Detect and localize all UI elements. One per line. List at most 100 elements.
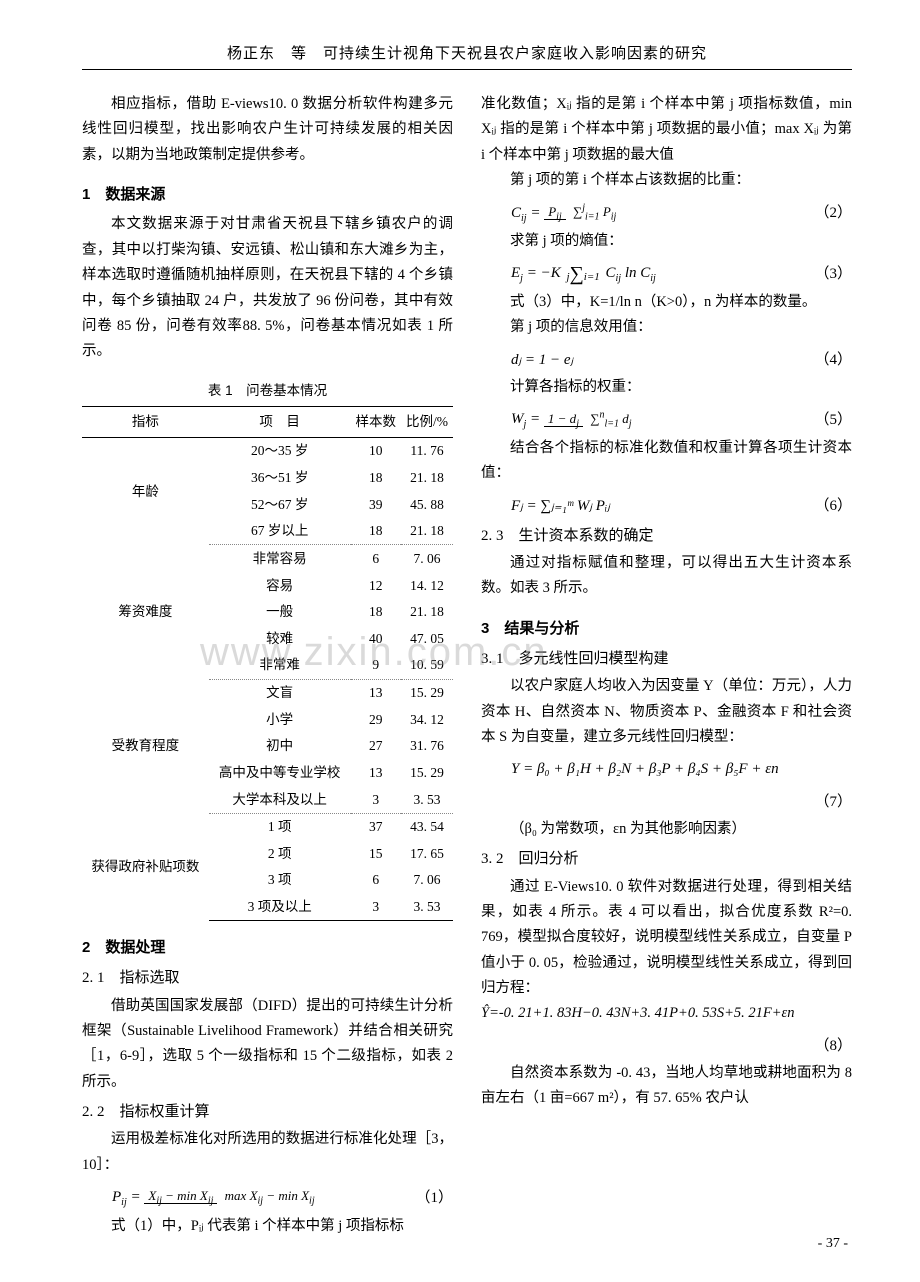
table1-cell: 18 (351, 465, 401, 492)
section-2-title: 2 数据处理 (82, 935, 453, 961)
section-2-1-title: 2. 1 指标选取 (82, 965, 453, 991)
table1-cell: 18 (351, 599, 401, 626)
table1-cell: 27 (351, 733, 401, 760)
table1-col0: 指标 (82, 407, 209, 438)
equation-6-number: （6） (814, 493, 852, 519)
equation-4: dⱼ = 1 − eⱼ （4） (481, 347, 852, 373)
table1-caption: 表 1 问卷基本情况 (82, 379, 453, 403)
table1-cell: 15 (351, 840, 401, 867)
table1-cell: 大学本科及以上 (209, 786, 351, 813)
table1: 指标 项 目 样本数 比例/% 年龄20～35 岁1011. 76 36～51 岁… (82, 406, 453, 921)
section-1-body: 本文数据来源于对甘肃省天祝县下辖乡镇农户的调查，其中以打柴沟镇、安远镇、松山镇和… (82, 212, 453, 364)
equation-6: Fⱼ = ∑ⱼ₌₁ᵐ Wⱼ Pᵢⱼ （6） (481, 493, 852, 519)
table1-cell: 6 (351, 867, 401, 894)
table1-cell: 3 (351, 786, 401, 813)
table1-cell: 29 (351, 706, 401, 733)
right-continuation-1: 准化数值；Xᵢⱼ 指的是第 i 个样本中第 j 项指标数值，min Xᵢⱼ 指的… (481, 92, 852, 168)
table1-cell: 3. 53 (401, 786, 453, 813)
section-2-3-body: 通过对指标赋值和整理，可以得出五大生计资本系数。如表 3 所示。 (481, 551, 852, 602)
table1-cell: 21. 18 (401, 599, 453, 626)
table1-cell: 3 项 (209, 867, 351, 894)
equation-2: Cij = Pij ∑ji=1 Pij （2） (481, 200, 852, 228)
table1-cell: 34. 12 (401, 706, 453, 733)
section-2-1-body: 借助英国国家发展部（DIFD）提出的可持续生计分析框架（Sustainable … (82, 994, 453, 1096)
table1-cell: 15. 29 (401, 679, 453, 706)
table1-cell: 6 (351, 545, 401, 572)
intro-paragraph: 相应指标，借助 E-views10. 0 数据分析软件构建多元线性回归模型，找出… (82, 92, 453, 168)
table1-cell: 容易 (209, 572, 351, 599)
table1-cell: 7. 06 (401, 867, 453, 894)
table1-cell: 37 (351, 813, 401, 840)
table1-cell: 47. 05 (401, 625, 453, 652)
table1-cell: 一般 (209, 599, 351, 626)
section-2-3-title: 2. 3 生计资本系数的确定 (481, 523, 852, 549)
equation-4-number: （4） (814, 347, 852, 373)
equation-2-number: （2） (814, 200, 852, 226)
table1-cell: 3. 53 (401, 894, 453, 921)
entropy-label: 求第 j 项的熵值： (481, 229, 852, 254)
table1-group-label: 受教育程度 (82, 679, 209, 813)
table1-cell: 14. 12 (401, 572, 453, 599)
equation-3-number: （3） (814, 261, 852, 287)
equation-1-desc: 式（1）中，Pᵢⱼ 代表第 i 个样本中第 j 项指标标 (82, 1214, 453, 1239)
table1-group-label: 筹资难度 (82, 545, 209, 679)
table1-col3: 比例/% (401, 407, 453, 438)
table1-cell: 12 (351, 572, 401, 599)
table1-cell: 20～35 岁 (209, 437, 351, 464)
table1-cell: 非常容易 (209, 545, 351, 572)
table1-cell: 非常难 (209, 652, 351, 679)
combine-label: 结合各个指标的标准化数值和权重计算各项生计资本值： (481, 436, 852, 487)
table1-cell: 36～51 岁 (209, 465, 351, 492)
section-3-2-body: 通过 E-Views10. 0 软件对数据进行处理，得到相关结果，如表 4 所示… (481, 875, 852, 1002)
table1-cell: 45. 88 (401, 491, 453, 518)
equation-3: Ej = −K j∑i=1 Cij ln Cij （3） (481, 260, 852, 288)
table1-cell: 7. 06 (401, 545, 453, 572)
equation-3-desc: 式（3）中，K=1/ln n（K>0），n 为样本的数量。 (481, 290, 852, 315)
table1-cell: 15. 29 (401, 759, 453, 786)
equation-8: Ŷ=-0. 21+1. 83H−0. 43N+3. 41P+0. 53S+5. … (481, 1001, 852, 1026)
table1-cell: 高中及中等专业学校 (209, 759, 351, 786)
table1-group-label: 年龄 (82, 437, 209, 545)
info-label: 第 j 项的信息效用值： (481, 315, 852, 340)
section-1-title: 1 数据来源 (82, 182, 453, 208)
table1-cell: 18 (351, 518, 401, 545)
equation-7-note: （β₀ 为常数项，εn 为其他影响因素） (481, 817, 852, 842)
table1-cell: 文盲 (209, 679, 351, 706)
table1-cell: 67 岁以上 (209, 518, 351, 545)
table1-cell: 21. 18 (401, 518, 453, 545)
equation-1-number: （1） (415, 1185, 453, 1211)
table1-cell: 小学 (209, 706, 351, 733)
equation-8-num-row: （8） (481, 1033, 852, 1059)
table1-cell: 初中 (209, 733, 351, 760)
section-3-1-title: 3. 1 多元线性回归模型构建 (481, 646, 852, 672)
table1-cell: 较难 (209, 625, 351, 652)
table1-col1: 项 目 (209, 407, 351, 438)
left-column: 相应指标，借助 E-views10. 0 数据分析软件构建多元线性回归模型，找出… (82, 92, 453, 1239)
header-rule (82, 69, 852, 70)
weight-label: 计算各指标的权重： (481, 375, 852, 400)
table1-cell: 1 项 (209, 813, 351, 840)
table1-cell: 17. 65 (401, 840, 453, 867)
equation-7: Y = β₀ + β₁H + β₂N + β₃P + β₄S + β₅F + ε… (481, 756, 852, 782)
table1-cell: 3 (351, 894, 401, 921)
equation-8-number: （8） (814, 1033, 852, 1059)
section-3-2-title: 3. 2 回归分析 (481, 846, 852, 872)
table1-cell: 9 (351, 652, 401, 679)
table1-cell: 3 项及以上 (209, 894, 351, 921)
section-2-2-body: 运用极差标准化对所选用的数据进行标准化处理［3，10］： (82, 1127, 453, 1178)
equation-7-number: （7） (814, 789, 852, 815)
table1-cell: 31. 76 (401, 733, 453, 760)
table1-cell: 11. 76 (401, 437, 453, 464)
equation-1: Pij = Xij − min Xij max Xij − min Xij （1… (82, 1184, 453, 1212)
table1-cell: 52～67 岁 (209, 491, 351, 518)
table1-cell: 10 (351, 437, 401, 464)
equation-7-num-row: （7） (481, 789, 852, 815)
table1-cell: 43. 54 (401, 813, 453, 840)
table1-col2: 样本数 (351, 407, 401, 438)
table1-cell: 40 (351, 625, 401, 652)
table1-cell: 13 (351, 759, 401, 786)
tail-paragraph: 自然资本系数为 -0. 43，当地人均草地或耕地面积为 8 亩左右（1 亩=66… (481, 1061, 852, 1112)
equation-5: Wj = 1 − dj ∑nl=1 dj （5） (481, 406, 852, 434)
table1-group-label: 获得政府补贴项数 (82, 813, 209, 921)
right-column: 准化数值；Xᵢⱼ 指的是第 i 个样本中第 j 项指标数值，min Xᵢⱼ 指的… (481, 92, 852, 1239)
